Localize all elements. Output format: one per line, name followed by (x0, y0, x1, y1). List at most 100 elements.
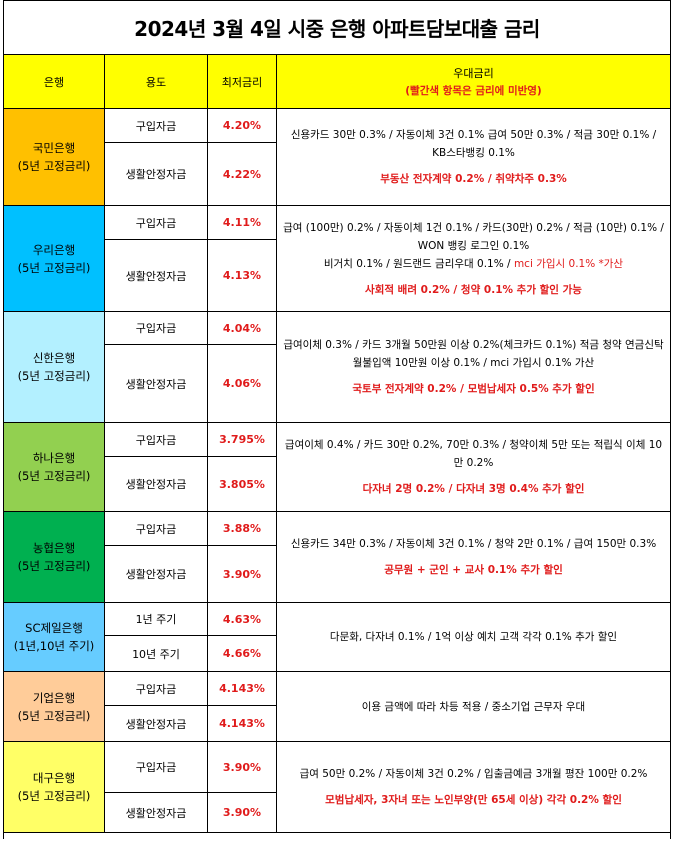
loan-use: 구입자금 (104, 108, 208, 143)
lowest-rate: 4.11% (207, 205, 277, 240)
bank-name: 신한은행 (32, 351, 76, 365)
header-pref: 우대금리 (빨간색 항목은 금리에 미반영) (276, 54, 671, 109)
rate-sheet: 2024년 3월 4일 시중 은행 아파트담보대출 금리 은행 용도 최저금리 … (3, 0, 671, 839)
loan-use: 생활안정자금 (104, 545, 208, 603)
bank-ibk: 기업은행 (5년 고정금리) (3, 671, 105, 742)
header-use: 용도 (104, 54, 208, 109)
bank-term: (5년 고정금리) (17, 469, 91, 483)
bank-name: 우리은행 (32, 242, 76, 257)
pref-extra: 국토부 전자계약 0.2% / 모범납세자 0.5% 추가 할인 (352, 383, 595, 395)
pref-text: 다문화, 다자녀 0.1% / 1억 이상 예치 고객 각각 0.1% 추가 할… (329, 631, 618, 643)
table-row: 하나은행 (5년 고정금리) 구입자금 3.795% 급여이체 0.4% / 카… (3, 422, 671, 512)
table-header: 은행 용도 최저금리 우대금리 (빨간색 항목은 금리에 미반영) (3, 54, 671, 109)
bank-term: (1년,10년 주기) (13, 639, 95, 653)
table-row: SC제일은행 (1년,10년 주기) 1년 주기 4.63% 다문화, 다자녀 … (3, 602, 671, 672)
pref-text: 급여이체 0.3% / 카드 3개월 50만원 이상 0.2%(체크카드 0.1… (283, 339, 664, 369)
pref-extra: 부동산 전자계약 0.2% / 취약차주 0.3% (380, 173, 567, 185)
pref-text-2-red: mci 가입시 0.1% *가산 (513, 257, 624, 270)
bank-woori: 우리은행 (5년 고정금리) (3, 205, 105, 312)
preferential-rate: 급여이체 0.4% / 카드 30만 0.2%, 70만 0.3% / 청약이체… (276, 422, 671, 512)
header-pref-note: (빨간색 항목은 금리에 미반영) (405, 85, 542, 97)
bank-name: 농협은행 (32, 541, 76, 555)
preferential-rate: 이용 금액에 따라 차등 적용 / 중소기업 근무자 우대 (276, 671, 671, 742)
loan-use: 생활안정자금 (104, 792, 208, 833)
lowest-rate: 4.22% (207, 142, 277, 206)
table-row: 기업은행 (5년 고정금리) 구입자금 4.143% 이용 금액에 따라 차등 … (3, 671, 671, 742)
pref-extra: 다자녀 2명 0.2% / 다자녀 3명 0.4% 추가 할인 (362, 483, 585, 495)
preferential-rate: 다문화, 다자녀 0.1% / 1억 이상 예치 고객 각각 0.1% 추가 할… (276, 602, 671, 672)
table-row: 10년 주기 4.66% (4, 635, 671, 672)
bank-term: (5년 고정금리) (17, 159, 91, 173)
lowest-rate: 4.66% (207, 635, 277, 672)
pref-extra: 공무원 + 군인 + 교사 0.1% 추가 할인 (384, 564, 563, 576)
lowest-rate: 3.88% (207, 511, 277, 546)
preferential-rate: 급여 (100만) 0.2% / 자동이체 1건 0.1% / 카드(30만) … (276, 205, 671, 312)
loan-use: 생활안정자금 (104, 142, 208, 206)
lowest-rate: 4.143% (207, 671, 277, 706)
bank-daegu: 대구은행 (5년 고정금리) (3, 741, 105, 833)
bank-term: (5년 고정금리) (17, 559, 91, 573)
lowest-rate: 4.143% (207, 705, 277, 742)
lowest-rate: 3.90% (207, 545, 277, 603)
bank-sc: SC제일은행 (1년,10년 주기) (3, 602, 105, 672)
table-footer (3, 832, 671, 839)
bank-shinhan: 신한은행 (5년 고정금리) (3, 311, 105, 423)
bank-hana: 하나은행 (5년 고정금리) (3, 422, 105, 512)
bank-kookmin: 국민은행 (5년 고정금리) (3, 108, 105, 206)
table-row: 생활안정자금 3.90% (4, 545, 671, 603)
preferential-rate: 급여이체 0.3% / 카드 3개월 50만원 이상 0.2%(체크카드 0.1… (276, 311, 671, 423)
table-row: 생활안정자금 4.22% (4, 142, 671, 206)
lowest-rate: 3.795% (207, 422, 277, 457)
preferential-rate: 신용카드 34만 0.3% / 자동이체 3건 0.1% / 청약 2만 0.1… (276, 511, 671, 603)
loan-use: 생활안정자금 (104, 344, 208, 423)
bank-term: (5년 고정금리) (17, 708, 91, 723)
table-row: 생활안정자금 4.06% (4, 344, 671, 423)
pref-text: 신용카드 34만 0.3% / 자동이체 3건 0.1% / 청약 2만 0.1… (290, 538, 657, 550)
lowest-rate: 3.90% (207, 741, 277, 793)
header-rate: 최저금리 (207, 54, 277, 109)
lowest-rate: 4.20% (207, 108, 277, 143)
header-pref-label: 우대금리 (453, 67, 494, 80)
table-row: 신한은행 (5년 고정금리) 구입자금 4.04% 급여이체 0.3% / 카드… (3, 311, 671, 423)
loan-use: 구입자금 (104, 422, 208, 457)
lowest-rate: 3.90% (207, 792, 277, 833)
lowest-rate: 3.805% (207, 456, 277, 512)
table-row: 농협은행 (5년 고정금리) 구입자금 3.88% 신용카드 34만 0.3% … (3, 511, 671, 603)
table-row: 대구은행 (5년 고정금리) 구입자금 3.90% 급여 50만 0.2% / … (3, 741, 671, 833)
pref-text: 급여이체 0.4% / 카드 30만 0.2%, 70만 0.3% / 청약이체… (284, 439, 663, 469)
bank-nonghyup: 농협은행 (5년 고정금리) (3, 511, 105, 603)
bank-term: (5년 고정금리) (17, 789, 91, 803)
table-row: 우리은행 (5년 고정금리) 구입자금 4.11% 급여 (100만) 0.2%… (3, 205, 671, 312)
pref-text: 이용 금액에 따라 차등 적용 / 중소기업 근무자 우대 (361, 700, 586, 713)
footer-cell (3, 832, 671, 839)
rate-table: 2024년 3월 4일 시중 은행 아파트담보대출 금리 은행 용도 최저금리 … (3, 0, 671, 839)
header-bank: 은행 (3, 54, 105, 109)
page-title: 2024년 3월 4일 시중 은행 아파트담보대출 금리 (3, 0, 671, 55)
bank-name: 대구은행 (32, 771, 76, 785)
loan-use: 생활안정자금 (104, 239, 208, 312)
pref-text-2: 비거치 0.1% / 원드랜드 금리우대 0.1% / (323, 257, 514, 270)
loan-use: 생활안정자금 (104, 456, 208, 512)
loan-use: 구입자금 (104, 741, 208, 793)
loan-use: 생활안정자금 (104, 705, 208, 742)
loan-use: 구입자금 (104, 205, 208, 240)
loan-use: 구입자금 (104, 311, 208, 345)
pref-text: 급여 50만 0.2% / 자동이체 3건 0.2% / 입출금예금 3개월 평… (299, 768, 648, 780)
lowest-rate: 4.06% (207, 344, 277, 423)
lowest-rate: 4.63% (207, 602, 277, 636)
table-row: 생활안정자금 4.13% (4, 239, 671, 312)
bank-term: (5년 고정금리) (17, 369, 91, 383)
bank-name: SC제일은행 (25, 621, 83, 635)
lowest-rate: 4.04% (207, 311, 277, 345)
bank-term: (5년 고정금리) (17, 260, 91, 275)
loan-use: 구입자금 (104, 511, 208, 546)
loan-use: 10년 주기 (104, 635, 208, 672)
bank-name: 기업은행 (32, 690, 76, 705)
table-row: 생활안정자금 3.805% (4, 456, 671, 512)
pref-extra: 모범납세자, 3자녀 또는 노인부양(만 65세 이상) 각각 0.2% 할인 (325, 794, 622, 806)
bank-name: 국민은행 (32, 141, 76, 155)
table-row: 국민은행 (5년 고정금리) 구입자금 4.20% 신용카드 30만 0.3% … (3, 108, 671, 206)
preferential-rate: 신용카드 30만 0.3% / 자동이체 3건 0.1% 급여 50만 0.3%… (276, 108, 671, 206)
preferential-rate: 급여 50만 0.2% / 자동이체 3건 0.2% / 입출금예금 3개월 평… (276, 741, 671, 833)
loan-use: 1년 주기 (104, 602, 208, 636)
